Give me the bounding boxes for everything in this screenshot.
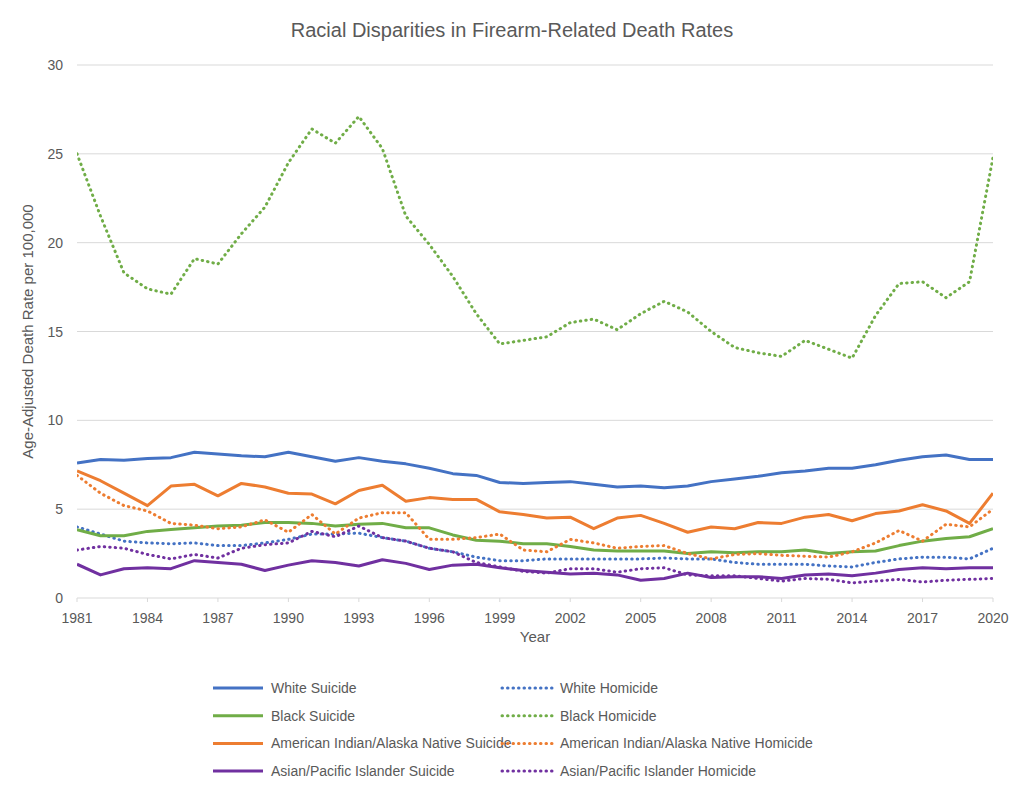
x-tick bbox=[429, 598, 430, 602]
legend-label: American Indian/Alaska Native Suicide bbox=[271, 735, 512, 751]
x-tick bbox=[288, 598, 289, 602]
y-tick-label: 5 bbox=[55, 501, 63, 517]
x-tick bbox=[640, 598, 641, 602]
legend-label: Asian/Pacific Islander Homicide bbox=[560, 763, 756, 779]
series-line bbox=[77, 522, 993, 553]
legend-label: Black Suicide bbox=[271, 708, 355, 724]
y-tick-label: 30 bbox=[47, 57, 63, 73]
grid-line bbox=[77, 509, 993, 510]
legend-swatch bbox=[502, 714, 552, 717]
y-tick-label: 25 bbox=[47, 146, 63, 162]
grid-line bbox=[77, 65, 993, 66]
series-line bbox=[77, 117, 993, 359]
legend: White Suicide White Homicide Black Suicide… bbox=[213, 680, 813, 779]
legend-swatch bbox=[213, 714, 263, 717]
legend-swatch bbox=[502, 687, 552, 690]
grid-line bbox=[77, 331, 993, 332]
x-tick-label: 1984 bbox=[132, 610, 163, 626]
legend-label: Black Homicide bbox=[560, 708, 657, 724]
title: Racial Disparities in Firearm-Related De… bbox=[291, 19, 733, 41]
series-line bbox=[77, 452, 993, 488]
legend-swatch bbox=[213, 770, 263, 773]
x-tick-label: 1987 bbox=[202, 610, 233, 626]
legend-swatch bbox=[502, 742, 552, 745]
x-tick bbox=[993, 598, 994, 602]
x-tick bbox=[358, 598, 359, 602]
x-tick-label: 2005 bbox=[625, 610, 656, 626]
background bbox=[0, 0, 1024, 798]
grid-line bbox=[77, 242, 993, 243]
legend-swatch bbox=[502, 770, 552, 773]
x-tick-label: 2017 bbox=[907, 610, 938, 626]
x-tick-label: 1981 bbox=[61, 610, 92, 626]
x-tick-label: 1996 bbox=[414, 610, 445, 626]
x-tick bbox=[570, 598, 571, 602]
legend-swatch bbox=[213, 742, 263, 745]
x-tick-label: 1999 bbox=[484, 610, 515, 626]
x-tick bbox=[499, 598, 500, 602]
legend-label: White Suicide bbox=[271, 680, 357, 696]
x-tick bbox=[781, 598, 782, 602]
series-line bbox=[77, 475, 993, 558]
x-tick-label: 2011 bbox=[767, 610, 797, 626]
y-axis-label: Age-Adjusted Death Rate per 100,000 bbox=[19, 204, 36, 458]
chart: Racial Disparities in Firearm-Related De… bbox=[0, 0, 1024, 798]
x-axis-label: Year bbox=[520, 628, 550, 645]
x-tick-label: 1993 bbox=[343, 610, 374, 626]
grid-line bbox=[77, 153, 993, 154]
x-tick-label: 2014 bbox=[836, 610, 867, 626]
x-tick-label: 2002 bbox=[555, 610, 586, 626]
plot-lines bbox=[77, 117, 993, 583]
legend-label: White Homicide bbox=[560, 680, 658, 696]
x-tick-label: 2008 bbox=[696, 610, 727, 626]
grid-line bbox=[77, 420, 993, 421]
x-tick-label: 1990 bbox=[273, 610, 304, 626]
series-line bbox=[77, 471, 993, 532]
x-tick bbox=[77, 598, 78, 602]
legend-swatch bbox=[213, 687, 263, 690]
x-tick-label: 2020 bbox=[977, 610, 1008, 626]
x-tick bbox=[217, 598, 218, 602]
x-tick bbox=[711, 598, 712, 602]
legend-label: Asian/Pacific Islander Suicide bbox=[271, 763, 455, 779]
x-tick bbox=[147, 598, 148, 602]
legend-label: American Indian/Alaska Native Homicide bbox=[560, 735, 813, 751]
y-tick-label: 15 bbox=[47, 324, 63, 340]
y-tick-label: 10 bbox=[47, 412, 63, 428]
x-tick bbox=[852, 598, 853, 602]
y-tick-label: 20 bbox=[47, 235, 63, 251]
grid-line bbox=[77, 598, 993, 599]
y-tick-label: 0 bbox=[55, 590, 63, 606]
series-line bbox=[77, 560, 993, 580]
series-line bbox=[77, 526, 993, 583]
x-tick bbox=[922, 598, 923, 602]
